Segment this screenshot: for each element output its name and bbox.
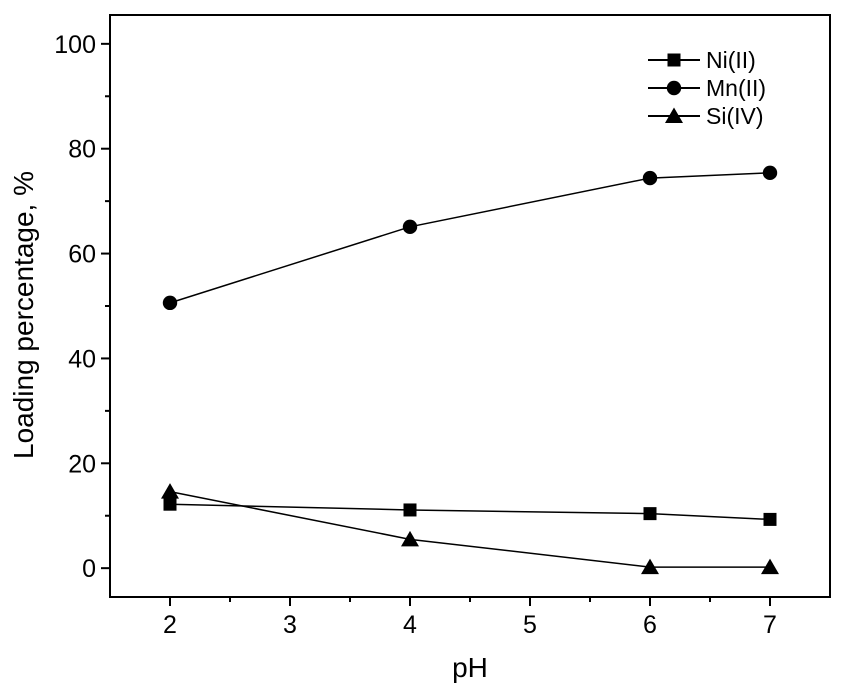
legend-item-ni-ii: Ni(II) xyxy=(648,47,756,73)
circle-marker xyxy=(642,170,658,186)
triangle-marker xyxy=(641,558,659,575)
x-tick-label: 7 xyxy=(763,611,777,639)
legend-label: Mn(II) xyxy=(706,75,766,101)
legend-item-mn-ii: Mn(II) xyxy=(648,75,766,101)
circle-marker xyxy=(762,165,778,181)
x-tick-label: 4 xyxy=(403,611,417,639)
series-line xyxy=(169,503,771,521)
legend-label: Si(IV) xyxy=(706,103,764,129)
circle-marker xyxy=(402,219,418,235)
series-mn-ii xyxy=(162,165,778,311)
series-line xyxy=(169,172,771,304)
x-tick-label: 6 xyxy=(643,611,657,639)
square-marker xyxy=(763,512,777,526)
series-ni-ii xyxy=(163,497,777,526)
legend-label: Ni(II) xyxy=(706,47,756,73)
y-tick-label: 20 xyxy=(68,450,96,478)
square-marker xyxy=(403,503,417,517)
x-tick-label: 3 xyxy=(283,611,297,639)
series-line xyxy=(169,490,770,568)
series-si-iv xyxy=(161,483,779,575)
y-tick-label: 40 xyxy=(68,345,96,373)
triangle-marker xyxy=(761,558,779,575)
x-axis-label: pH xyxy=(452,652,488,683)
y-tick-label: 80 xyxy=(68,136,96,164)
x-tick-label: 2 xyxy=(163,611,177,639)
triangle-marker xyxy=(161,483,179,499)
y-tick-label: 60 xyxy=(68,241,96,269)
data-series xyxy=(161,165,779,575)
y-axis-label: Loading percentage, % xyxy=(8,171,39,459)
legend-triangle-marker xyxy=(665,107,683,123)
legend-item-si-iv: Si(IV) xyxy=(648,103,764,129)
legend-square-marker xyxy=(667,53,681,67)
legend: Ni(II)Mn(II)Si(IV) xyxy=(648,47,766,129)
triangle-marker xyxy=(401,530,419,547)
y-tick-label: 100 xyxy=(54,31,96,59)
square-marker xyxy=(643,507,657,521)
legend-circle-marker xyxy=(666,80,682,96)
circle-marker xyxy=(162,295,178,311)
x-tick-label: 5 xyxy=(523,611,537,639)
y-tick-label: 0 xyxy=(82,555,96,583)
axis-ticks: 2 3 4 5 6 7 0 20 40 60 80 100 xyxy=(54,31,777,639)
square-marker xyxy=(163,497,177,511)
